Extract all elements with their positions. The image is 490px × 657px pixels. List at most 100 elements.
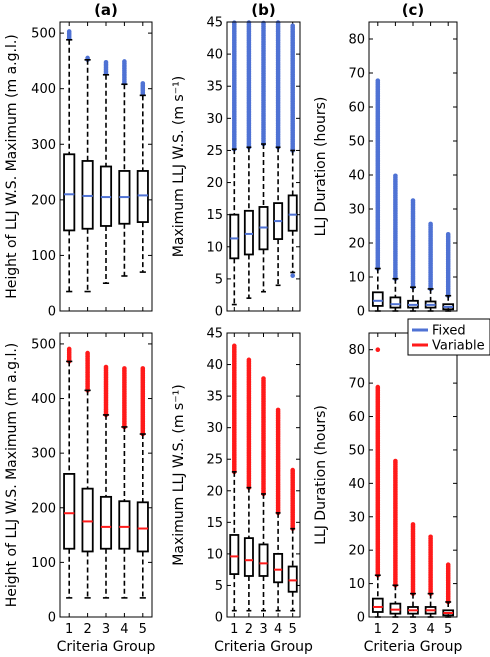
x-tick-label: 5 (444, 622, 452, 637)
x-tick-label: 3 (409, 622, 417, 637)
y-tick-label: 70 (348, 67, 365, 82)
y-tick-label: 15 (206, 516, 223, 531)
x-tick-label: 2 (245, 622, 253, 637)
y-tick-label: 100 (31, 556, 56, 571)
outlier-point (445, 231, 451, 237)
iqr-box (243, 537, 254, 577)
y-tick-label: 400 (31, 82, 56, 97)
y-tick-label: 10 (348, 271, 365, 286)
y-tick-label: 500 (31, 27, 56, 42)
outlier-point (410, 198, 416, 203)
box-group-1 (229, 20, 240, 306)
y-tick-label: 20 (206, 176, 223, 191)
iqr-box (229, 534, 240, 575)
box-group-3 (407, 522, 419, 618)
box-group-1 (63, 29, 76, 293)
y-tick-label: 30 (206, 112, 223, 127)
y-tick-label: 50 (348, 443, 365, 458)
panel-bottom-speed: Maximum LLJ W.S. (m s⁻¹)0510152025303540… (171, 327, 313, 656)
y-tick-label: 0 (357, 305, 365, 320)
box-group-2 (243, 20, 254, 299)
box-group-5 (442, 562, 455, 618)
outlier-point (428, 221, 433, 227)
iqr-box (118, 500, 131, 550)
y-tick-label: 10 (206, 547, 223, 562)
box-group-4 (424, 221, 437, 312)
panel-top-speed: (b) Maximum LLJ W.S. (m s⁻¹) 0 5 10 15 20 25 30 3… (171, 1, 301, 320)
y-tick-label: 80 (348, 33, 365, 48)
outlier-point (122, 59, 127, 64)
iqr-box (81, 160, 94, 230)
iqr-box (229, 213, 240, 260)
y-tick-label: 40 (206, 358, 223, 373)
outlier-point (290, 467, 296, 473)
outlier-point (140, 81, 146, 86)
axes-frame (368, 21, 458, 312)
box-group-5 (287, 467, 298, 612)
outlier-point (261, 376, 266, 381)
box-group-5 (136, 81, 149, 273)
outlier-point (140, 366, 146, 371)
outlier-point (393, 173, 398, 179)
box-group-2 (389, 173, 402, 312)
box-group-5 (442, 231, 455, 312)
panel-title: (b) (251, 1, 275, 19)
iqr-box (99, 495, 113, 550)
box-group-3 (258, 376, 269, 612)
y-axis-label: Maximum LLJ W.S. (m s⁻¹) (171, 76, 187, 257)
y-tick-label: 25 (206, 144, 223, 159)
iqr-box (63, 473, 76, 550)
y-tick-label: 200 (31, 193, 56, 208)
outlier-point (275, 407, 281, 413)
y-tick-label: 0 (215, 611, 223, 626)
outlier-point (375, 384, 381, 390)
y-tick-label: 20 (348, 544, 365, 559)
outlier-point (246, 20, 252, 25)
y-tick-label: 300 (31, 447, 56, 462)
y-tick-label: 30 (206, 421, 223, 436)
panel-top-duration: (c) LLJ Duration (hours) 0 10 20 30 40 50 60 70 80 (313, 1, 458, 320)
outlier-point (122, 366, 127, 371)
box-group-3 (258, 20, 269, 293)
y-tick-label: 60 (348, 101, 365, 116)
iqr-box (389, 296, 402, 309)
iqr-box (287, 565, 298, 593)
y-tick-label: 45 (206, 327, 223, 342)
box-group-5 (287, 23, 298, 278)
x-tick-label: 3 (102, 622, 110, 637)
y-tick-label: 500 (31, 337, 56, 352)
y-tick-label: 20 (348, 237, 365, 252)
outlier-point (103, 59, 109, 65)
outlier-point (66, 29, 72, 34)
outlier-point (246, 357, 252, 363)
x-tick-label: 3 (259, 622, 267, 637)
iqr-box (371, 291, 384, 307)
x-tick-label: 2 (391, 622, 399, 637)
panel-title: (c) (402, 1, 425, 19)
x-axis-label: Criteria Group (214, 639, 313, 655)
outlier-point (85, 350, 90, 356)
y-tick-label: 100 (31, 249, 56, 264)
box-group-1 (229, 343, 240, 612)
y-tick-label: 30 (348, 203, 365, 218)
x-tick-label: 5 (139, 622, 147, 637)
outlier-point (410, 522, 416, 527)
axes-frame (59, 332, 153, 618)
box-group-4 (273, 407, 284, 612)
y-tick-label: 0 (357, 611, 365, 626)
y-axis-label: Height of LLJ W.S. Maximum (m a.g.l.) (4, 34, 20, 298)
x-tick-label: 4 (274, 622, 282, 637)
y-tick-label: 200 (31, 501, 56, 516)
box-group-2 (389, 458, 402, 618)
y-axis-label: LLJ Duration (hours) (313, 405, 329, 545)
y-tick-label: 35 (206, 390, 223, 405)
outlier-point (375, 78, 381, 83)
y-tick-label: 35 (206, 80, 223, 95)
y-tick-label: 300 (31, 138, 56, 153)
legend-label-variable: Variable (432, 339, 485, 354)
iqr-box (258, 543, 269, 577)
outlier-point (375, 347, 381, 353)
box-group-3 (407, 198, 419, 312)
